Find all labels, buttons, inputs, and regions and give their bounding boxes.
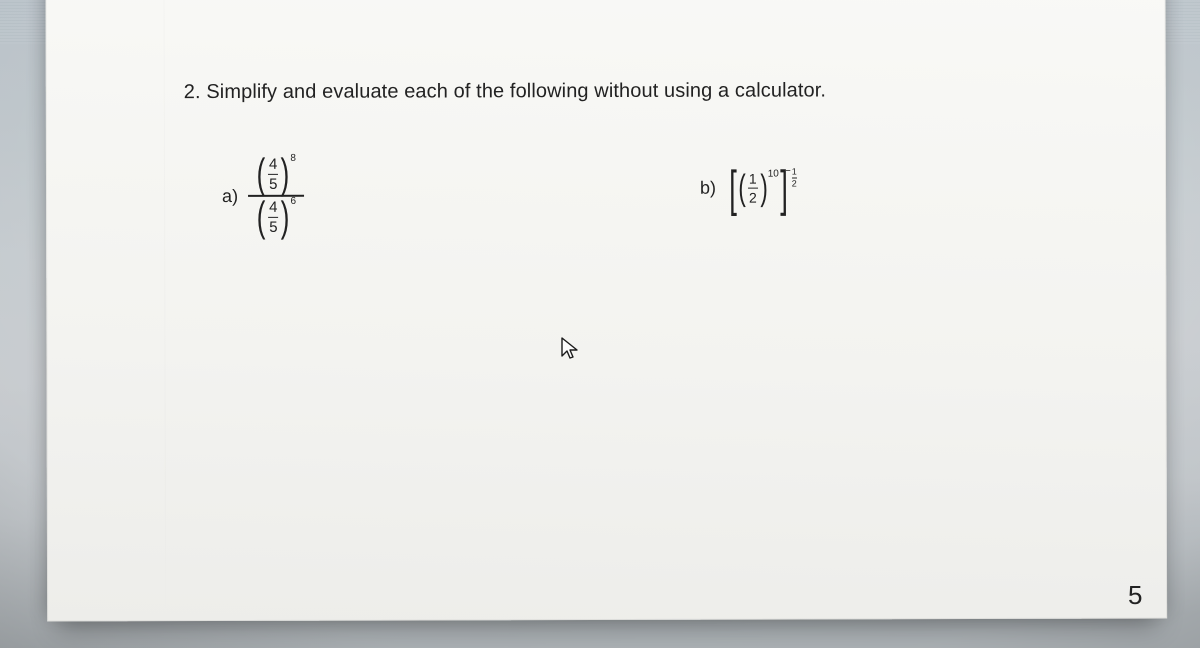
denominator: 5 (268, 177, 278, 192)
fraction-4-over-5: 4 5 (268, 157, 278, 192)
fraction-4-over-5: 4 5 (268, 200, 278, 235)
numerator: 4 (268, 157, 278, 172)
question-number: 2. (184, 81, 201, 103)
exponent: 6 (290, 196, 296, 207)
inner-power: ( 1 2 ) 10 (736, 172, 781, 206)
part-a: a) ( 4 5 ) 8 ( (222, 157, 304, 236)
exp-fraction: 1 2 (792, 168, 797, 189)
question-prompt: 2. Simplify and evaluate each of the fol… (184, 79, 826, 104)
part-a-denominator: ( 4 5 ) 6 (254, 200, 298, 236)
cursor-icon (558, 336, 582, 366)
exponent: 8 (290, 153, 296, 164)
worksheet-page: 2. Simplify and evaluate each of the fol… (45, 0, 1167, 621)
denominator: 2 (748, 191, 758, 205)
part-a-label: a) (222, 186, 238, 207)
fraction-bar (748, 188, 758, 189)
page-number: 5 (1128, 580, 1142, 611)
part-b-label: b) (700, 178, 716, 199)
denominator: 5 (268, 220, 278, 235)
numerator: 4 (268, 200, 278, 215)
minus-sign: − (785, 166, 790, 176)
numerator: 1 (748, 172, 758, 186)
fraction-bar (268, 174, 278, 175)
inner-exponent: 10 (768, 169, 779, 180)
exp-num: 1 (792, 168, 797, 177)
question-text: Simplify and evaluate each of the follow… (206, 79, 826, 103)
exp-den: 2 (792, 180, 797, 189)
fraction-bar (268, 217, 278, 218)
part-b-expression: [ ( 1 2 ) 10 ] − 1 2 (726, 172, 791, 206)
part-b: b) [ ( 1 2 ) 10 ] − 1 (700, 172, 791, 206)
part-a-numerator: ( 4 5 ) 8 (254, 157, 298, 193)
outer-exponent: − 1 2 (785, 162, 796, 189)
part-a-expression: ( 4 5 ) 8 ( 4 (248, 157, 304, 236)
fraction-1-over-2: 1 2 (748, 172, 758, 205)
